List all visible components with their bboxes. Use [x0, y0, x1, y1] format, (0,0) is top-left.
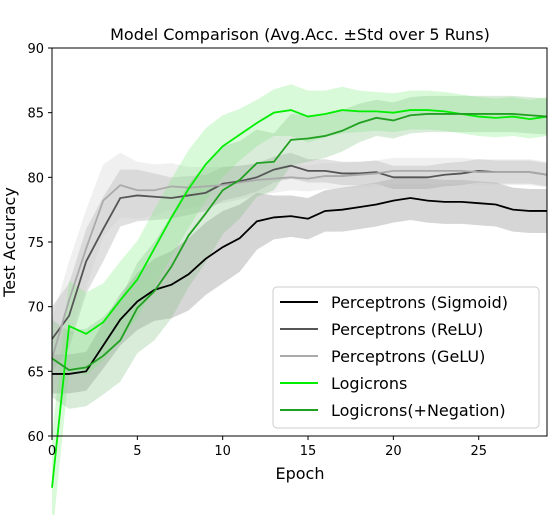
series-line-0	[52, 197, 547, 375]
x-axis-label: Epoch	[276, 464, 325, 483]
x-tick-label: 0	[48, 444, 56, 459]
std-band-2	[52, 152, 547, 398]
y-tick-label: 90	[27, 42, 44, 57]
x-tick-label: 10	[214, 444, 231, 459]
legend-label-3: Logicrons	[331, 374, 407, 393]
std-band-1	[52, 152, 547, 372]
y-tick-label: 70	[27, 301, 44, 316]
x-tick-label: 20	[385, 444, 402, 459]
series-line-4	[51, 113, 548, 371]
legend-label-2: Perceptrons (GeLU)	[331, 347, 485, 366]
std-band-0	[52, 176, 547, 394]
y-tick-label: 60	[27, 430, 44, 445]
legend: Perceptrons (Sigmoid) Perceptrons (ReLU) P…	[272, 286, 540, 429]
legend-label-0: Perceptrons (Sigmoid)	[331, 293, 508, 312]
x-tick-label: 5	[133, 444, 141, 459]
std-band-3	[52, 84, 547, 515]
y-axis: 60 65 70 75 80 85 90	[27, 42, 52, 445]
y-tick-label: 85	[27, 107, 44, 122]
legend-box	[272, 286, 540, 429]
x-axis: 0 5 10 15 20 25	[48, 436, 487, 459]
std-bands	[52, 84, 547, 515]
legend-label-4: Logicrons(+Negation)	[331, 401, 506, 420]
series-line-2	[51, 169, 548, 359]
y-axis-label: Test Accuracy	[0, 187, 19, 298]
chart-title: Model Comparison (Avg.Acc. ±Std over 5 R…	[110, 25, 490, 44]
series-line-1	[51, 164, 548, 340]
legend-label-1: Perceptrons (ReLU)	[331, 320, 483, 339]
series-lines	[51, 109, 548, 488]
y-tick-label: 65	[27, 365, 44, 380]
y-tick-label: 75	[27, 236, 44, 251]
x-tick-label: 15	[300, 444, 317, 459]
y-tick-label: 80	[27, 171, 44, 186]
std-band-4	[52, 95, 547, 409]
x-tick-label: 25	[470, 444, 487, 459]
